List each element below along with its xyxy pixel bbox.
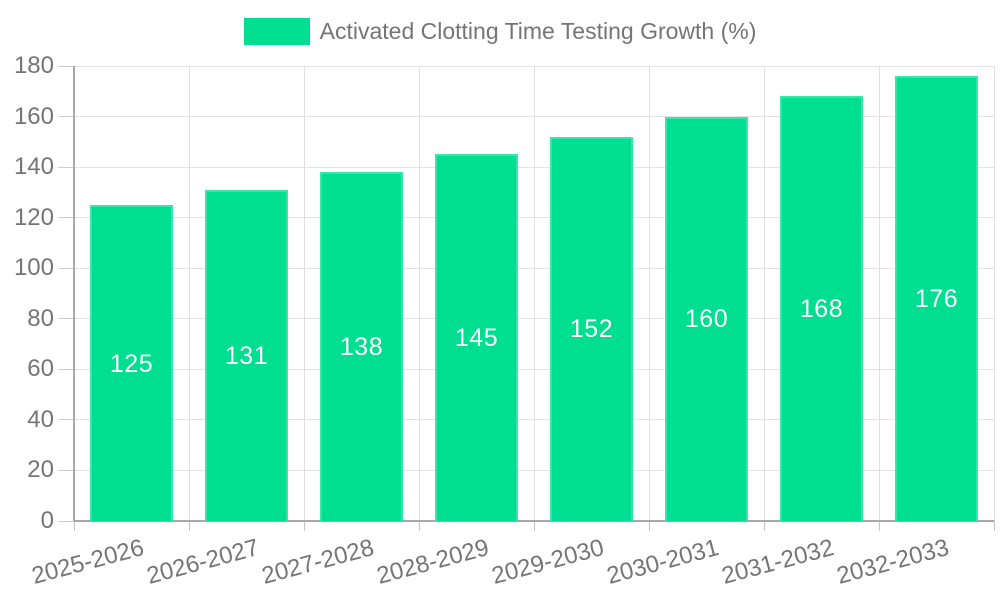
x-axis-tick: [303, 521, 305, 531]
x-axis-line: [74, 520, 994, 522]
y-axis-tick: [58, 368, 74, 370]
bar: 168: [780, 96, 863, 521]
bar-value-label: 160: [684, 305, 729, 334]
x-axis-category-label: 2027-2028: [258, 534, 377, 590]
bar: 160: [665, 116, 748, 521]
legend-swatch: [243, 17, 310, 45]
gridline-vertical: [188, 66, 190, 521]
bar: 176: [895, 76, 978, 521]
bar-value-label: 152: [569, 315, 614, 344]
bar-value-label: 125: [109, 349, 154, 378]
x-axis-category-label: 2031-2032: [718, 534, 837, 590]
bar: 125: [90, 205, 173, 521]
y-axis-line: [73, 66, 75, 521]
y-axis-tick-label: 80: [27, 304, 54, 332]
gridline-vertical: [418, 66, 420, 521]
x-axis-tick: [418, 521, 420, 531]
gridline-vertical: [533, 66, 535, 521]
y-axis-tick-label: 100: [13, 254, 54, 282]
y-axis-tick-label: 180: [13, 52, 54, 79]
x-axis-category-label: 2029-2030: [488, 534, 607, 590]
y-axis-tick: [58, 419, 74, 421]
x-axis-category-label: 2025-2026: [28, 534, 147, 590]
y-axis-tick-label: 60: [27, 355, 54, 383]
bar-value-label: 138: [339, 333, 384, 362]
y-axis-tick: [58, 520, 74, 522]
y-axis-tick-label: 40: [27, 405, 54, 433]
x-axis-tick: [533, 521, 535, 531]
bar: 131: [205, 189, 288, 521]
y-axis-tick: [58, 318, 74, 320]
x-axis-tick: [878, 521, 880, 531]
x-axis-tick: [763, 521, 765, 531]
x-axis-category-label: 2032-2033: [833, 534, 952, 590]
y-axis-tick: [58, 267, 74, 269]
x-axis-tick: [993, 521, 995, 531]
x-axis-category-label: 2026-2027: [143, 534, 262, 590]
bar: 145: [435, 154, 518, 521]
bar-value-label: 168: [799, 295, 844, 324]
bar-value-label: 131: [224, 341, 269, 370]
x-axis-tick: [648, 521, 650, 531]
x-axis-category-label: 2028-2029: [373, 534, 492, 590]
bar: 152: [550, 136, 633, 521]
y-axis-tick-label: 0: [40, 507, 54, 534]
y-axis-tick: [58, 65, 74, 67]
gridline-vertical: [993, 66, 995, 521]
legend-label: Activated Clotting Time Testing Growth (…: [319, 17, 757, 44]
legend: Activated Clotting Time Testing Growth (…: [0, 14, 1000, 48]
y-axis-tick-label: 160: [13, 102, 54, 130]
y-axis-tick-label: 140: [13, 153, 54, 181]
y-axis-tick: [58, 469, 74, 471]
x-axis-tick: [188, 521, 190, 531]
y-axis-tick: [58, 116, 74, 118]
y-axis-tick: [58, 217, 74, 219]
y-axis-tick-label: 20: [27, 456, 54, 484]
gridline-vertical: [648, 66, 650, 521]
bar: 138: [320, 172, 403, 521]
gridline-vertical: [878, 66, 880, 521]
gridline-vertical: [763, 66, 765, 521]
bar-value-label: 176: [914, 285, 959, 314]
gridline-vertical: [303, 66, 305, 521]
x-axis-category-label: 2030-2031: [603, 534, 722, 590]
x-axis-tick: [73, 521, 75, 531]
y-axis-tick-label: 120: [13, 203, 54, 231]
y-axis-tick: [58, 166, 74, 168]
bar-value-label: 145: [454, 324, 499, 353]
